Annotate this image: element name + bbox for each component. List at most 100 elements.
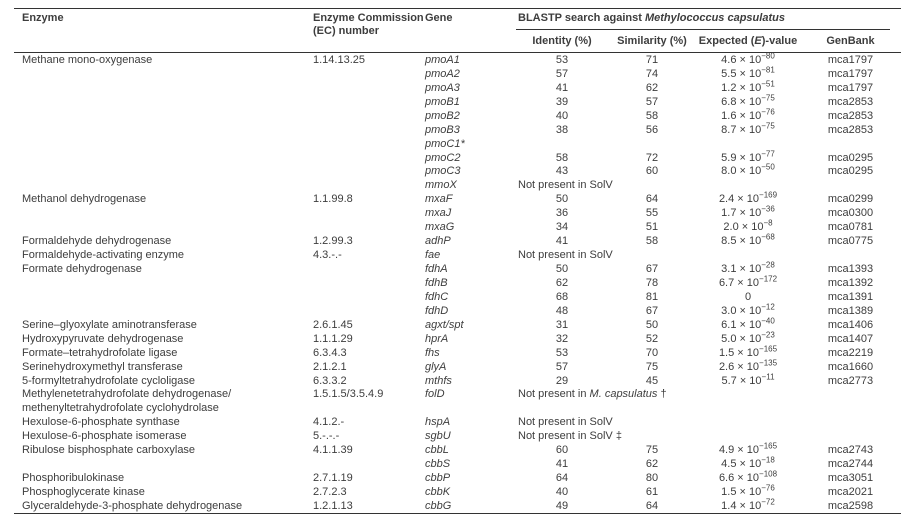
similarity-cell: 52 xyxy=(645,332,659,345)
gene-cell: pmoA2 xyxy=(425,67,460,80)
table-row: Glyceraldehyde-3-phosphate dehydrogenase… xyxy=(14,497,901,513)
evalue-header-pre: Expected ( xyxy=(698,35,755,47)
genbank-cell: mca1392 xyxy=(827,276,874,289)
table-row: Phosphoribulokinase 2.7.1.19 cbbP 64 80 6.6 ×… xyxy=(14,470,901,485)
similarity-cell: 57 xyxy=(645,95,659,108)
evalue-cell: 3.1 × 10−28 xyxy=(721,260,775,276)
genbank-cell: mca1393 xyxy=(827,263,874,276)
genbank-cell: mca2853 xyxy=(827,109,874,122)
identity-cell: 32 xyxy=(555,332,569,345)
gene-cell: pmoC2 xyxy=(425,151,461,164)
ec-cell: 6.3.3.2 xyxy=(313,374,347,387)
col-header-ec-line2: (EC) number xyxy=(313,25,379,37)
table-row: fdhC 68 81 0 mca1391 xyxy=(14,290,901,304)
genbank-cell: mca1797 xyxy=(827,81,874,94)
ec-cell: 2.7.2.3 xyxy=(313,486,347,499)
ec-cell: 1.1.99.8 xyxy=(313,193,353,206)
table-row: Hexulose-6-phosphate isomerase 5.-.-.- sgb… xyxy=(14,429,901,443)
gene-cell: fdhD xyxy=(425,304,449,317)
gene-cell: cbbP xyxy=(425,472,451,485)
blastp-prefix: BLASTP search against xyxy=(518,12,645,24)
table-row: Hydroxypyruvate dehydrogenase 1.1.1.29 hpr… xyxy=(14,331,901,346)
evalue-exponent: −36 xyxy=(761,204,775,214)
evalue-cell: 1.2 × 10−51 xyxy=(721,79,775,94)
evalue-cell: 6.7 × 10−172 xyxy=(718,274,778,289)
similarity-cell: 78 xyxy=(645,276,659,289)
evalue-cell: 1.4 × 10−72 xyxy=(721,497,775,512)
evalue-exponent: −75 xyxy=(761,93,775,103)
table-row: mxaG 34 51 2.0 × 10−8 mca0781 xyxy=(14,218,901,234)
similarity-cell: 60 xyxy=(645,165,659,178)
evalue-cell: 5.7 × 10−11 xyxy=(721,371,775,387)
similarity-cell: 61 xyxy=(645,486,659,499)
note-cell: Not present in M. capsulatus † xyxy=(518,388,667,401)
blastp-header-zone: BLASTP search against Methylococcus caps… xyxy=(516,9,901,52)
similarity-cell: 67 xyxy=(645,263,659,276)
identity-cell: 43 xyxy=(555,165,569,178)
enzyme-cell: Formate dehydrogenase xyxy=(22,263,142,276)
enzyme-cell: Formaldehyde-activating enzyme xyxy=(22,249,185,262)
identity-cell: 57 xyxy=(555,360,569,373)
gene-cell: hspA xyxy=(425,416,451,429)
similarity-cell: 50 xyxy=(645,318,659,331)
evalue-exponent: −165 xyxy=(759,344,778,353)
similarity-cell: 58 xyxy=(645,235,659,248)
gene-cell: pmoA3 xyxy=(425,81,460,94)
enzyme-cell: Serinehydroxymethyl transferase xyxy=(22,360,183,373)
genbank-cell: mca1797 xyxy=(827,53,874,66)
table-row: pmoB3 38 56 8.7 × 10−75 mca2853 xyxy=(14,122,901,137)
evalue-exponent: −68 xyxy=(761,232,775,242)
genbank-cell: mca2773 xyxy=(827,374,874,387)
gene-cell: fdhC xyxy=(425,290,449,303)
table-bottom-rule xyxy=(14,512,901,514)
evalue-exponent: −40 xyxy=(761,316,775,326)
identity-cell: 50 xyxy=(555,193,569,206)
evalue-cell: 1.5 × 10−165 xyxy=(718,344,778,359)
gene-cell: mxaF xyxy=(425,193,453,206)
table-row: 5-formyltetrahydrofolate cycloligase 6.3.… xyxy=(14,371,901,388)
gene-cell: agxt/spt xyxy=(425,318,464,331)
genbank-cell: mca0299 xyxy=(827,193,874,206)
identity-cell: 29 xyxy=(555,374,569,387)
similarity-cell: 62 xyxy=(645,81,659,94)
gene-cell: mthfs xyxy=(425,374,452,387)
evalue-cell: 1.5 × 10−76 xyxy=(721,483,775,499)
table-row: fdhB 62 78 6.7 × 10−172 mca1392 xyxy=(14,274,901,290)
evalue-cell: 4.6 × 10−80 xyxy=(721,51,775,66)
evalue-cell: 6.1 × 10−40 xyxy=(721,316,775,331)
identity-cell: 41 xyxy=(555,235,569,248)
identity-cell: 36 xyxy=(555,207,569,220)
evalue-exponent: −8 xyxy=(763,218,773,228)
table-row: Serine–glyoxylate aminotransferase 2.6.1.… xyxy=(14,316,901,332)
table-row: mxaJ 36 55 1.7 × 10−36 mca0300 xyxy=(14,204,901,220)
genbank-cell: mca2853 xyxy=(827,95,874,108)
genbank-cell: mca2744 xyxy=(827,458,874,471)
evalue-header-post: )-value xyxy=(761,35,798,47)
genbank-cell: mca2743 xyxy=(827,444,874,457)
identity-cell: 48 xyxy=(555,304,569,317)
evalue-cell: 2.6 × 10−135 xyxy=(718,357,778,373)
similarity-cell: 75 xyxy=(645,444,659,457)
gene-cell: mxaJ xyxy=(425,207,452,220)
evalue-cell: 4.5 × 10−18 xyxy=(721,455,775,471)
genbank-cell: mca1407 xyxy=(827,332,874,345)
enzyme-cell: Hydroxypyruvate dehydrogenase xyxy=(22,332,184,345)
gene-cell: pmoB3 xyxy=(425,123,460,136)
table-row: Methanol dehydrogenase 1.1.99.8 mxaF 50 64 2.… xyxy=(14,191,901,206)
table-row: cbbS 41 62 4.5 × 10−18 mca2744 xyxy=(14,455,901,471)
table-row: pmoC2 58 72 5.9 × 10−77 mca0295 xyxy=(14,149,901,165)
table-row: pmoC3 43 60 8.0 × 10−50 mca0295 xyxy=(14,163,901,179)
gene-cell: fdhB xyxy=(425,276,448,289)
enzyme-cell: 5-formyltetrahydrofolate cycloligase xyxy=(22,374,196,387)
ec-cell: 6.3.4.3 xyxy=(313,346,347,359)
ec-cell: 2.1.2.1 xyxy=(313,360,347,373)
gene-cell: cbbL xyxy=(425,444,449,457)
genbank-cell: mca2853 xyxy=(827,123,874,136)
table-row: pmoB2 40 58 1.6 × 10−76 mca2853 xyxy=(14,108,901,123)
gene-cell: pmoB2 xyxy=(425,109,460,122)
evalue-exponent: −80 xyxy=(761,51,775,61)
table-row: Hexulose-6-phosphate synthase 4.1.2.- hspA… xyxy=(14,415,901,429)
table-row: pmoA2 57 74 5.5 × 10−81 mca1797 xyxy=(14,65,901,81)
evalue-exponent: −81 xyxy=(761,65,775,75)
evalue-exponent: −12 xyxy=(761,302,775,312)
